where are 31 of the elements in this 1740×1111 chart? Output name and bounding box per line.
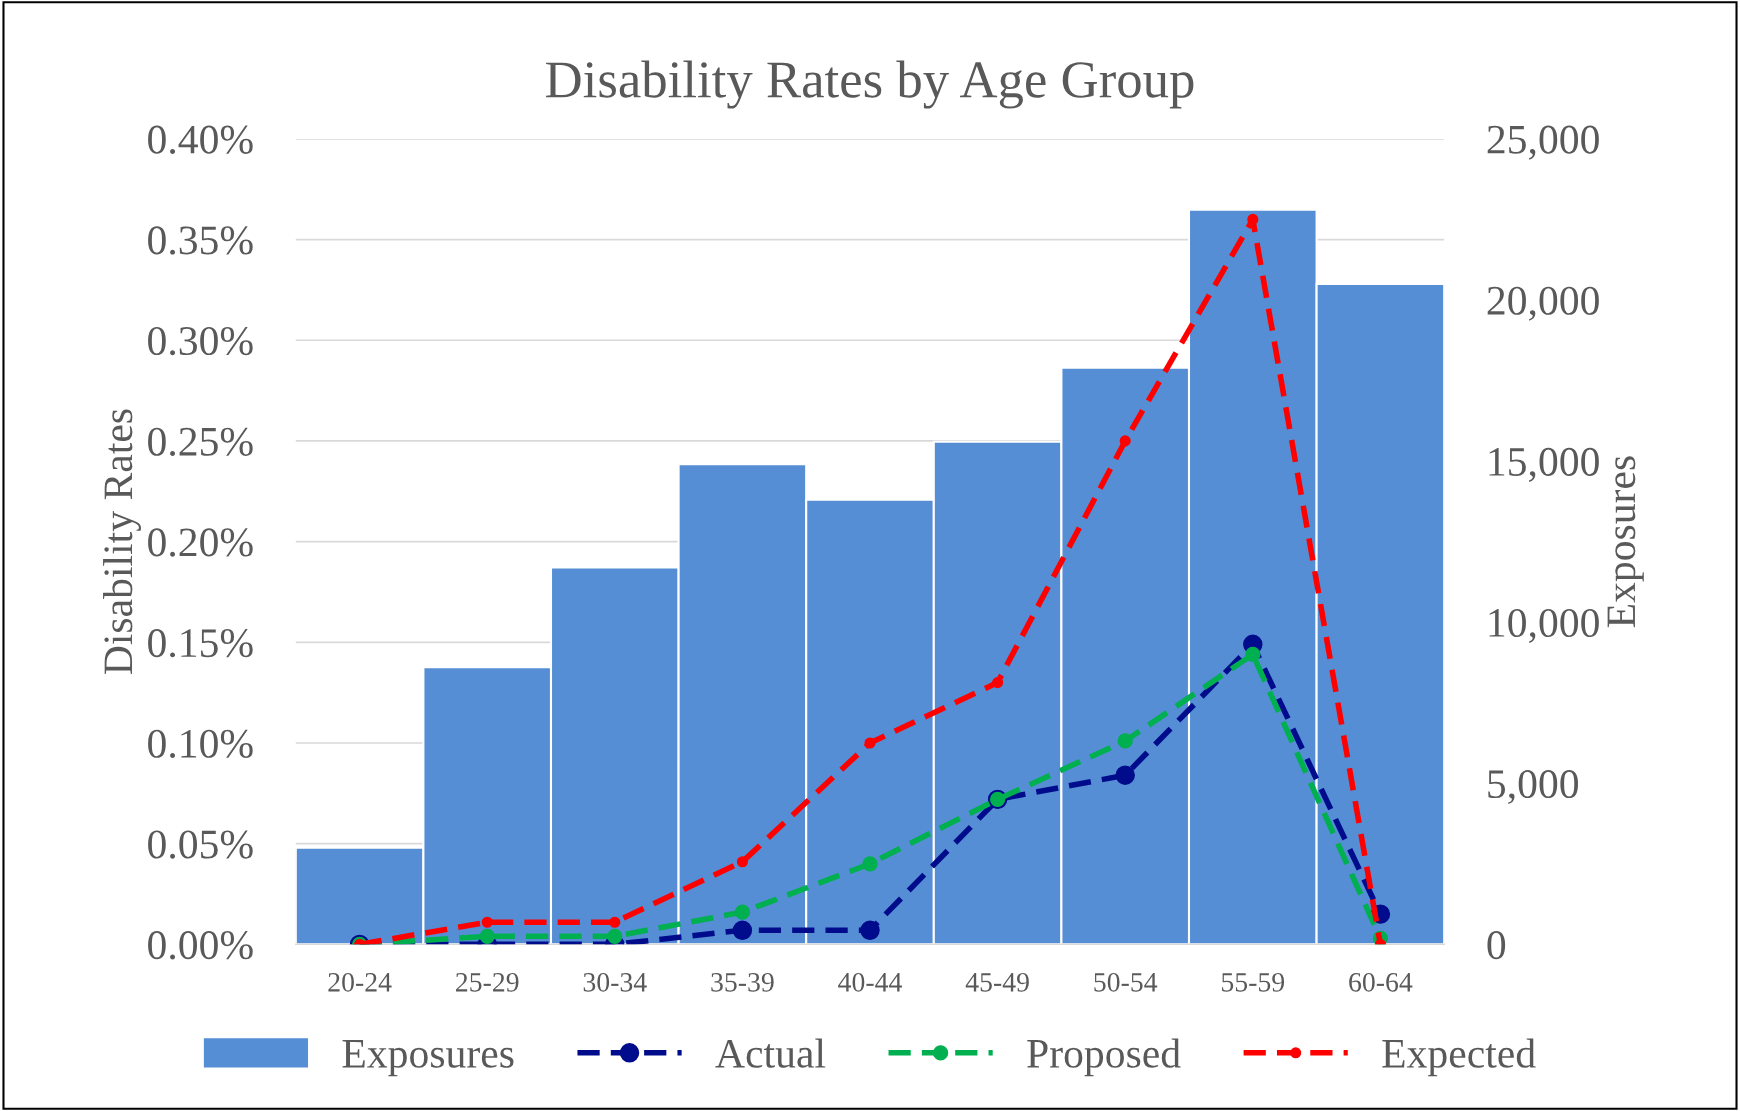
y2-tick-label: 5,000: [1488, 770, 1579, 805]
y-tick-label: 0.30%: [148, 326, 253, 356]
x-tick-label: 20-24: [328, 972, 392, 992]
y-tick-label: 0.00%: [148, 931, 253, 960]
y-tick-label: 0.05%: [148, 830, 253, 859]
legend-label: Proposed: [1027, 1038, 1181, 1077]
y2-tick-label: 0: [1487, 931, 1506, 960]
text: Exposures: [342, 1040, 514, 1077]
y2-tick-label: 15,000: [1489, 447, 1599, 482]
x-tick-label: 35-39: [711, 973, 774, 992]
y-tick-label: 0.25%: [148, 427, 253, 456]
y2-tick-label: 25,000: [1487, 125, 1599, 160]
y-tick-label: 0.35%: [148, 226, 253, 255]
y-tick-label: 0.10%: [148, 729, 253, 759]
x-tick-label: 60-64: [1349, 972, 1413, 992]
x-tick-label: 40-44: [838, 972, 902, 992]
y-tick-label: 0.20%: [148, 528, 253, 557]
y-tick-label: 0.15%: [148, 629, 253, 658]
y2-axis-title: Exposures: [1607, 456, 1644, 628]
x-tick-label: 30-34: [583, 972, 647, 992]
x-tick-label: 25-29: [456, 973, 519, 992]
y2-tick-label: 20,000: [1487, 286, 1599, 321]
x-tick-label: 55-59: [1222, 973, 1285, 992]
y2-tick-label: 10,000: [1489, 608, 1599, 644]
legend-label: Expected: [1382, 1038, 1536, 1077]
legend-label: Actual: [715, 1038, 826, 1068]
y-axis-title: Disability Rates: [103, 409, 141, 675]
chart-title: Disability Rates by Age Group: [546, 60, 1194, 109]
x-tick-label: 45-49: [965, 973, 1029, 992]
x-tick-label: 50-54: [1094, 972, 1158, 992]
y-tick-label: 0.40%: [148, 125, 253, 154]
